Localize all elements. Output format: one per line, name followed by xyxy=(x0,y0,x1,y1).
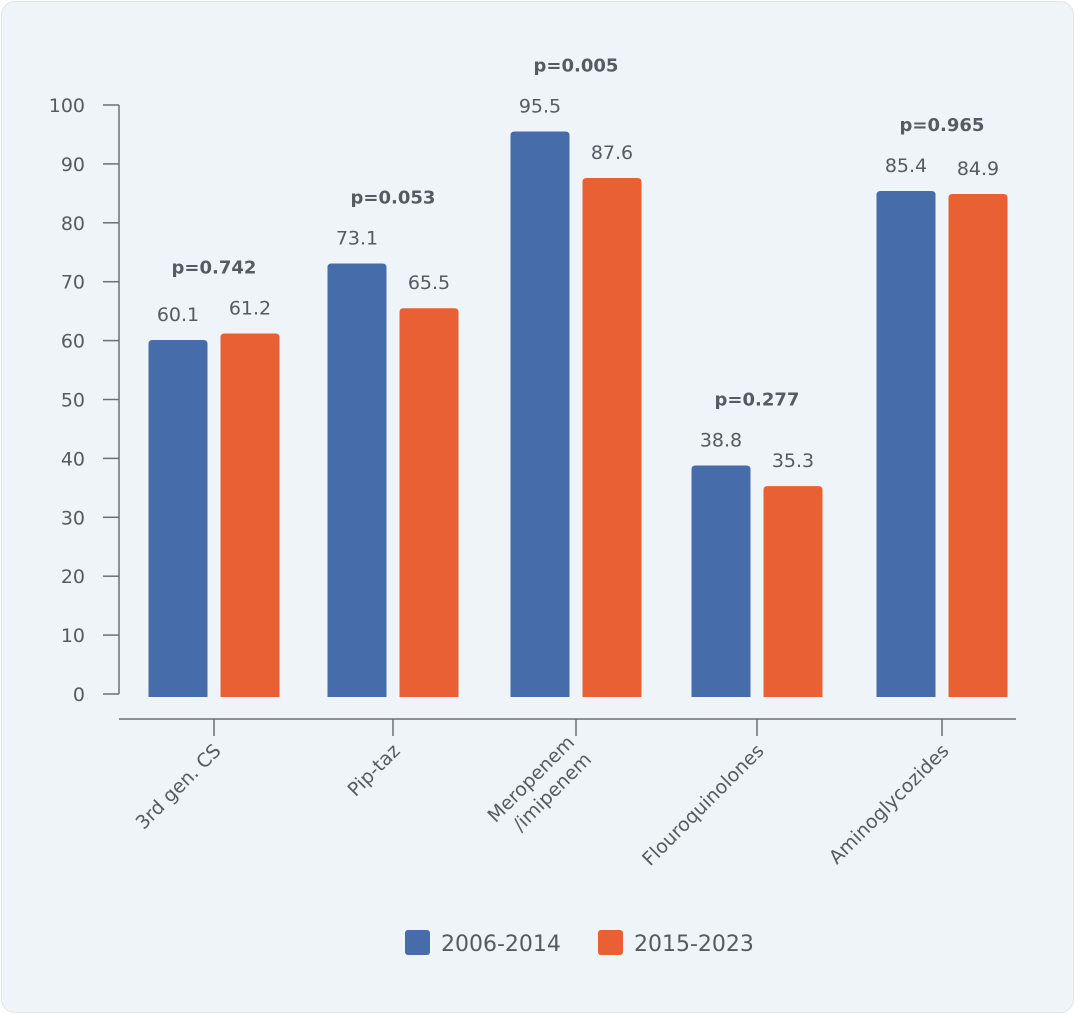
y-tick-label: 0 xyxy=(73,684,85,706)
x-tick-label: Meropenem/imipenem xyxy=(484,731,596,835)
data-label: 61.2 xyxy=(229,298,271,320)
x-tick-label: Flouroquinolones xyxy=(638,740,768,870)
bar-series2 xyxy=(220,333,280,697)
bar-series1 xyxy=(691,465,751,697)
data-label: 73.1 xyxy=(336,227,378,249)
y-tick-label: 70 xyxy=(61,272,85,294)
data-label: 38.8 xyxy=(700,429,742,451)
x-tick-label: 3rd gen. CS xyxy=(132,740,226,834)
y-tick-label: 10 xyxy=(61,625,85,647)
bar-series1 xyxy=(148,340,208,697)
x-tick-label: Pip-taz xyxy=(344,740,405,801)
legend-swatch xyxy=(405,930,430,955)
p-value-annotation: p=0.965 xyxy=(900,115,985,136)
bar-series1 xyxy=(327,263,387,697)
p-value-annotation: p=0.005 xyxy=(534,56,619,77)
y-tick-label: 40 xyxy=(61,448,85,470)
p-value-annotation: p=0.742 xyxy=(172,258,257,279)
data-label: 87.6 xyxy=(591,142,633,164)
bar-series2 xyxy=(399,308,459,697)
bar-series1 xyxy=(876,190,936,697)
bar-series2 xyxy=(582,178,642,697)
x-tick-label: Aminoglycozides xyxy=(825,740,954,869)
data-label: 65.5 xyxy=(408,272,450,294)
y-tick-label: 30 xyxy=(61,507,85,529)
data-label: 84.9 xyxy=(957,158,999,180)
x-tick-label-text: Aminoglycozides xyxy=(825,740,954,869)
legend-label: 2015-2023 xyxy=(634,932,754,957)
y-tick-label: 100 xyxy=(49,95,85,117)
p-value-annotation: p=0.053 xyxy=(351,187,436,208)
legend-swatch xyxy=(598,930,623,955)
bar-series1 xyxy=(510,131,570,697)
p-value-annotation: p=0.277 xyxy=(715,389,800,410)
y-tick-label: 80 xyxy=(61,213,85,235)
y-tick-label: 50 xyxy=(61,390,85,412)
y-tick-label: 60 xyxy=(61,331,85,353)
bar-series2 xyxy=(763,486,823,697)
data-label: 60.1 xyxy=(157,304,199,326)
data-label: 95.5 xyxy=(519,96,561,118)
y-tick-label: 20 xyxy=(61,566,85,588)
bar-series2 xyxy=(948,193,1008,697)
data-label: 35.3 xyxy=(772,450,814,472)
x-tick-label-text: Pip-taz xyxy=(344,740,405,801)
x-tick-label-text: 3rd gen. CS xyxy=(132,740,226,834)
data-label: 85.4 xyxy=(885,155,927,177)
x-tick-label-text: Flouroquinolones xyxy=(638,740,768,870)
y-tick-label: 90 xyxy=(61,154,85,176)
legend-label: 2006-2014 xyxy=(441,932,561,957)
